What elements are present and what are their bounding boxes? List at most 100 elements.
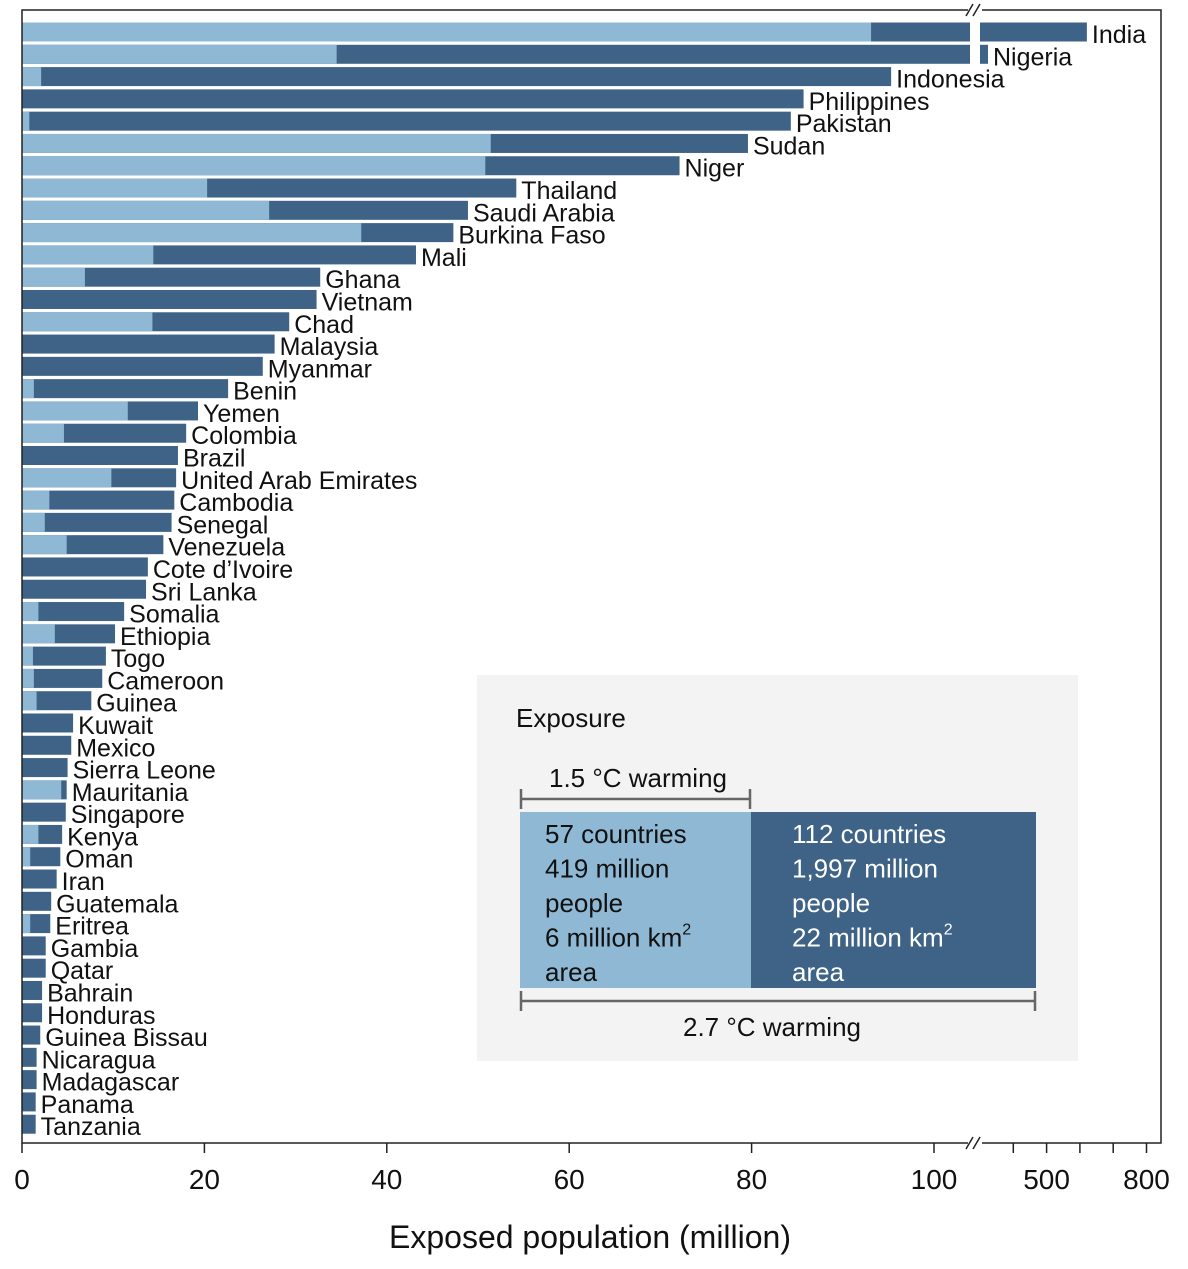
bar-1.5c	[22, 267, 85, 287]
bar-1.5c	[22, 847, 31, 867]
country-label: Indonesia	[896, 66, 1005, 94]
country-label: Madagascar	[42, 1069, 180, 1097]
bar-2.7c	[22, 936, 46, 956]
bar-1.5c	[22, 668, 34, 688]
country-label: Sri Lanka	[151, 578, 257, 606]
bar-1.5c	[22, 780, 62, 800]
bar-1.5c	[22, 535, 67, 555]
bars-group: India NigeriaIndonesiaPhilippinesPakistan…	[22, 21, 1146, 1141]
axis-break-gap	[968, 6, 982, 14]
bar-1.5c	[22, 602, 39, 622]
bar-2.7c	[22, 289, 317, 309]
axis-break-mark	[972, 3, 981, 17]
legend-high-label: 2.7 °C warming	[683, 1012, 861, 1042]
bar-2.7c	[22, 758, 68, 778]
bar-2.7c	[22, 1070, 37, 1090]
bar-2.7c	[22, 802, 66, 822]
legend-line: area	[545, 957, 598, 987]
legend-low-label: 1.5 °C warming	[549, 763, 727, 793]
legend-title: Exposure	[516, 703, 626, 733]
bar-1.5c	[22, 401, 128, 421]
country-label: Singapore	[71, 801, 185, 829]
country-label: Panama	[41, 1091, 134, 1119]
country-label: United Arab Emirates	[181, 467, 417, 495]
bar-1.5c	[22, 245, 154, 265]
bar-2.7c	[22, 602, 125, 622]
legend-line: 6 million km2	[545, 922, 691, 953]
bar-2.7c	[22, 557, 148, 577]
legend-line: 419 million	[545, 854, 669, 884]
legend-line: people	[545, 888, 623, 918]
legend-high-text: 112 countries 1,997 million people 22 milli…	[792, 819, 953, 987]
bar-1.5c	[22, 22, 872, 42]
legend-low-bracket	[519, 789, 752, 809]
country-label: Eritrea	[55, 913, 129, 941]
bar-1.5c	[22, 67, 42, 87]
bar-1.5c	[22, 824, 39, 844]
bar-2.7c	[22, 111, 791, 131]
bar-2.7c	[22, 446, 178, 466]
bar-2.7c	[22, 89, 804, 109]
bar-2.7c	[22, 67, 892, 87]
country-label: Niger	[685, 155, 745, 183]
x-tick-label: 40	[371, 1164, 402, 1195]
legend-line: 1,997 million	[792, 854, 938, 884]
country-label: Tanzania	[41, 1113, 141, 1141]
country-label: Chad	[294, 311, 354, 339]
axis-break-gap	[968, 1139, 982, 1147]
bar-2.7c	[22, 579, 147, 599]
country-label: Venezuela	[168, 534, 285, 562]
country-label: Mali	[421, 244, 467, 272]
country-label: Brazil	[183, 445, 246, 473]
bar-2.7c	[22, 735, 72, 755]
country-label: Guatemala	[56, 890, 178, 918]
bar-1.5c	[22, 646, 33, 666]
country-label: Yemen	[203, 400, 280, 428]
bar-1.5c	[22, 468, 112, 488]
country-label: Kenya	[67, 823, 138, 851]
bar-1.5c	[22, 379, 34, 399]
legend-line: area	[792, 957, 845, 987]
country-label: Somalia	[129, 601, 219, 629]
bar-2.7c	[22, 490, 175, 510]
bar-1.5c	[22, 44, 337, 64]
bar-1.5c	[22, 133, 491, 153]
country-label: Mexico	[76, 734, 155, 762]
country-label: Qatar	[51, 957, 114, 985]
bar-2.7c	[22, 713, 74, 733]
country-label: Sudan	[753, 132, 825, 160]
bar-1.5c	[22, 111, 30, 131]
country-label: Vietnam	[322, 288, 413, 316]
bar-1.5c	[22, 423, 64, 443]
country-label: Pakistan	[796, 110, 892, 138]
bar-1.5c	[22, 490, 50, 510]
bar-2.7c	[22, 379, 229, 399]
x-tick-label: 800	[1123, 1164, 1170, 1195]
bar-1.5c	[22, 223, 362, 243]
country-label: Sierra Leone	[73, 757, 216, 785]
legend-low-text: 57 countries 419 million people 6 million k…	[545, 819, 691, 987]
country-label: Oman	[65, 846, 133, 874]
bar-1.5c	[22, 512, 45, 532]
x-tick-label: 0	[14, 1164, 30, 1195]
bar-2.7c	[22, 1092, 36, 1112]
x-tick-label: 80	[736, 1164, 767, 1195]
country-label: Malaysia	[280, 333, 379, 361]
country-label: Honduras	[47, 1002, 155, 1030]
country-label: Cote d’Ivoire	[153, 556, 293, 584]
bar-1.5c	[22, 624, 55, 644]
bar-1.5c	[22, 156, 486, 176]
bar-2.7c	[22, 1025, 41, 1045]
country-label: Thailand	[521, 177, 617, 205]
legend-line: 22 million km2	[792, 922, 953, 953]
legend-high-swatch	[751, 812, 1036, 988]
bar-1.5c	[22, 691, 37, 711]
country-label: Philippines	[809, 88, 930, 116]
bar-2.7c	[22, 869, 57, 889]
bar-2.7c	[22, 512, 172, 532]
bar-1.5c	[22, 914, 31, 934]
bar-2.7c	[22, 646, 106, 666]
country-label: Benin	[233, 378, 297, 406]
bar-2.7c	[22, 1003, 43, 1023]
